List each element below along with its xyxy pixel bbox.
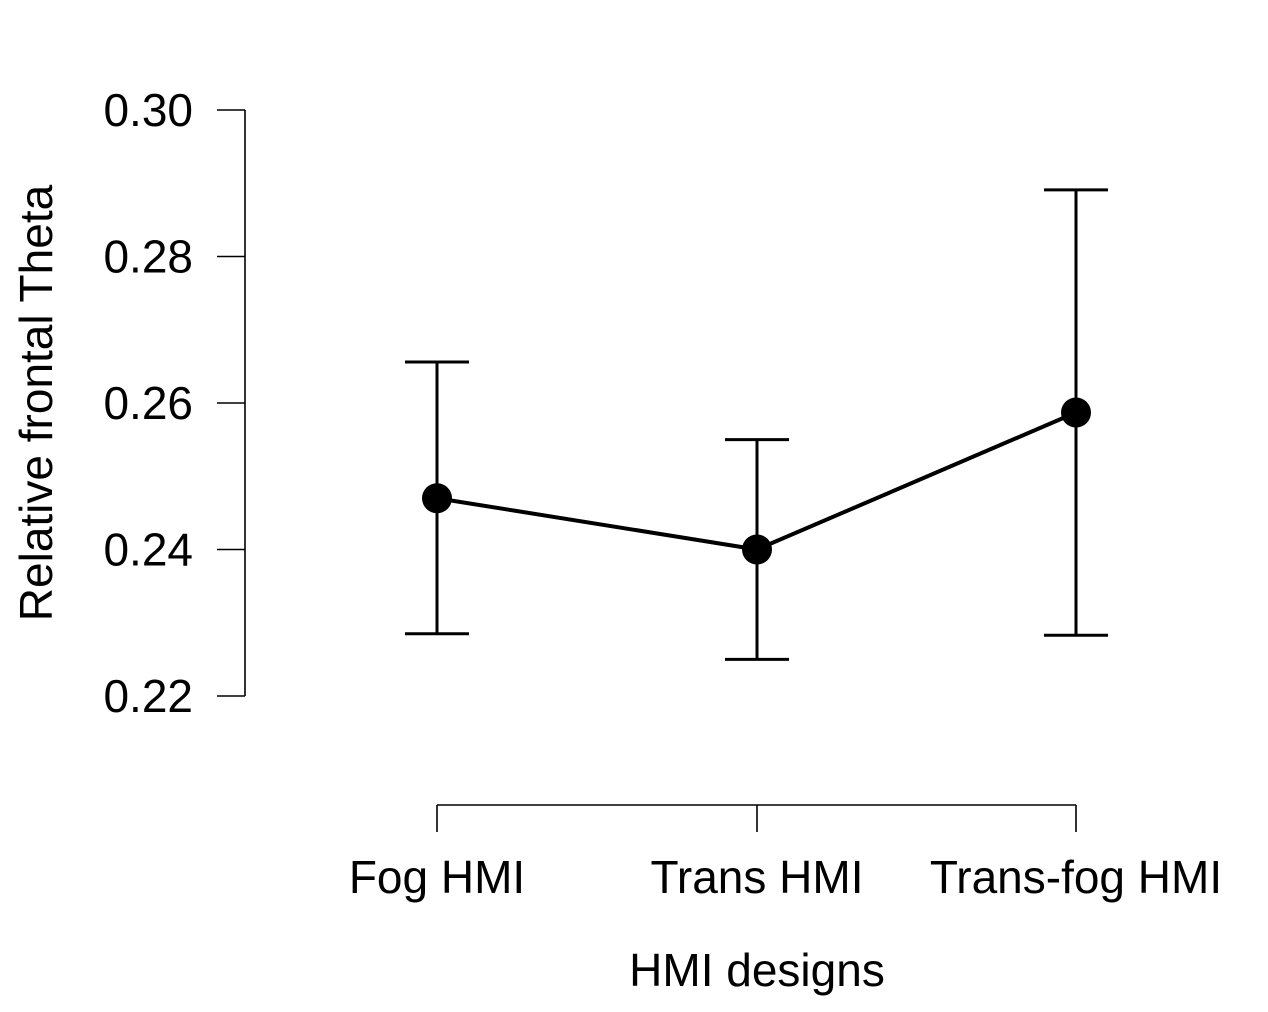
y-axis: 0.22 0.24 0.26 0.28 0.30 — [103, 84, 246, 722]
y-tick-label: 0.22 — [103, 670, 193, 722]
y-axis-title: Relative frontal Theta — [10, 184, 62, 621]
x-tick-label: Trans HMI — [651, 851, 864, 903]
y-ticks: 0.22 0.24 0.26 0.28 0.30 — [103, 84, 245, 722]
data-point — [1061, 397, 1091, 428]
y-tick-label: 0.24 — [103, 524, 193, 576]
plot-area — [405, 188, 1108, 661]
data-point — [742, 534, 772, 565]
x-tick-label: Fog HMI — [349, 851, 525, 903]
y-tick-label: 0.30 — [103, 84, 193, 136]
x-axis-title: HMI designs — [629, 944, 885, 996]
y-tick-label: 0.26 — [103, 377, 193, 429]
x-ticks: Fog HMI Trans HMI Trans-fog HMI — [349, 805, 1222, 903]
x-axis: Fog HMI Trans HMI Trans-fog HMI — [349, 804, 1222, 903]
y-tick-label: 0.28 — [103, 231, 193, 283]
data-point — [422, 483, 452, 514]
x-tick-label: Trans-fog HMI — [930, 851, 1222, 903]
